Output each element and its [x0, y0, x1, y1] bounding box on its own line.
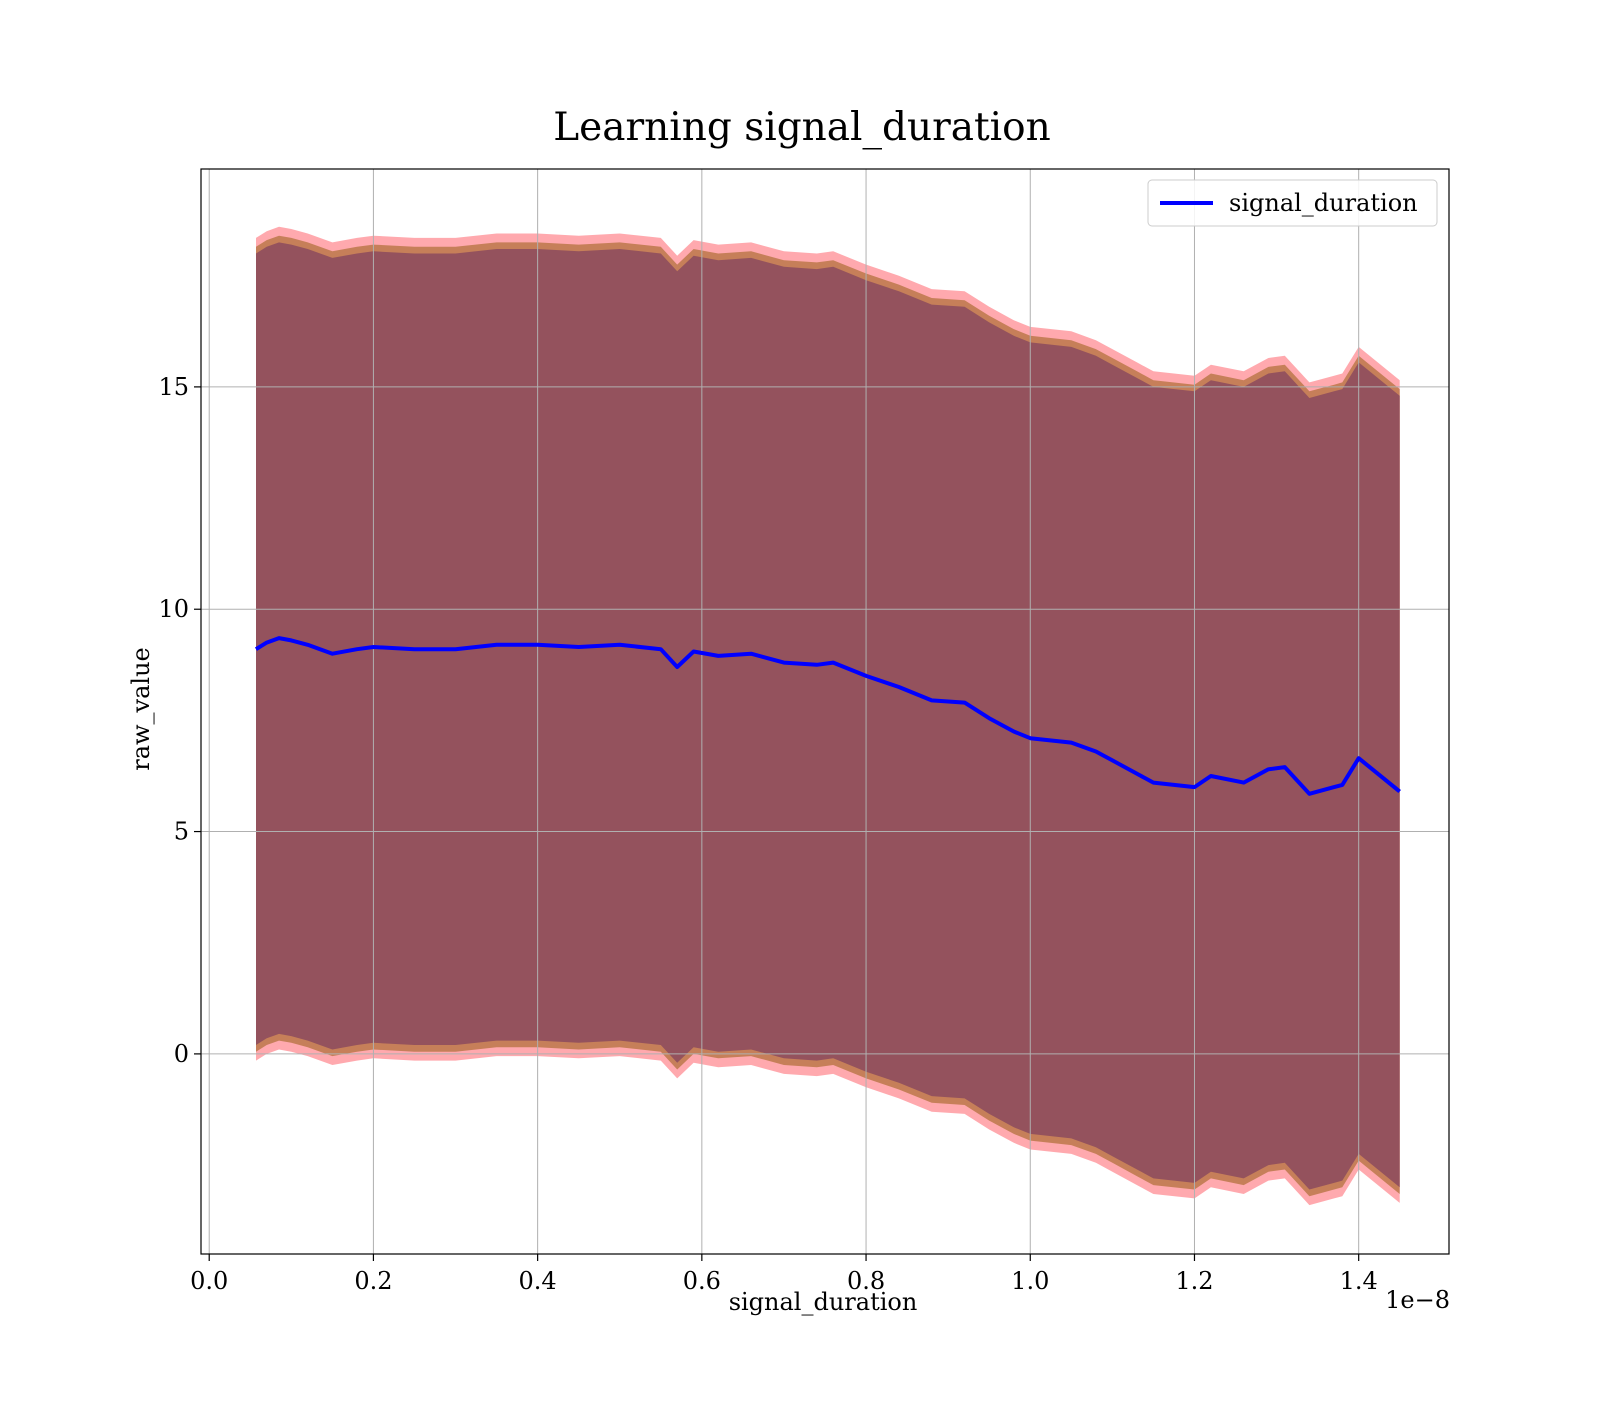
- x-axis-label: signal_duration: [729, 1288, 918, 1316]
- y-tick-label: 0: [174, 1040, 189, 1068]
- x-tick-label: 1.0: [1011, 1267, 1049, 1295]
- legend-box: [1147, 179, 1438, 227]
- confidence-bands: [256, 226, 1400, 1206]
- x-tick-label: 1.2: [1175, 1267, 1213, 1295]
- band-inner: [256, 242, 1400, 1190]
- grid-lines: [201, 169, 1449, 1254]
- y-axis-label: raw_value: [127, 647, 155, 771]
- x-axis-ticks: 0.0 0.2 0.4 0.6 0.8 1.0 1.2 1.4: [190, 1254, 1378, 1295]
- x-tick-label: 1.4: [1340, 1267, 1378, 1295]
- y-tick-label: 10: [158, 595, 189, 623]
- x-tick-label: 0.4: [519, 1267, 557, 1295]
- x-tick-label: 0.8: [847, 1267, 885, 1295]
- legend: signal_duration: [1147, 179, 1438, 227]
- plot-frame: [200, 168, 1450, 1255]
- y-tick-label: 5: [174, 818, 189, 846]
- x-tick-label: 0.2: [354, 1267, 392, 1295]
- x-tick-label: 0.6: [683, 1267, 721, 1295]
- plot-area: [200, 168, 1450, 1255]
- x-tick-label: 0.0: [190, 1267, 228, 1295]
- y-tick-label: 15: [158, 373, 189, 401]
- series-line-signal-duration: [254, 636, 1401, 796]
- legend-label: signal_duration: [1229, 189, 1418, 217]
- series-lines: [254, 636, 1401, 796]
- y-axis-ticks: 0 5 10 15: [158, 373, 201, 1068]
- x-axis-offset-label: 1e−8: [1385, 1286, 1450, 1314]
- chart-title: Learning signal_duration: [553, 105, 1050, 150]
